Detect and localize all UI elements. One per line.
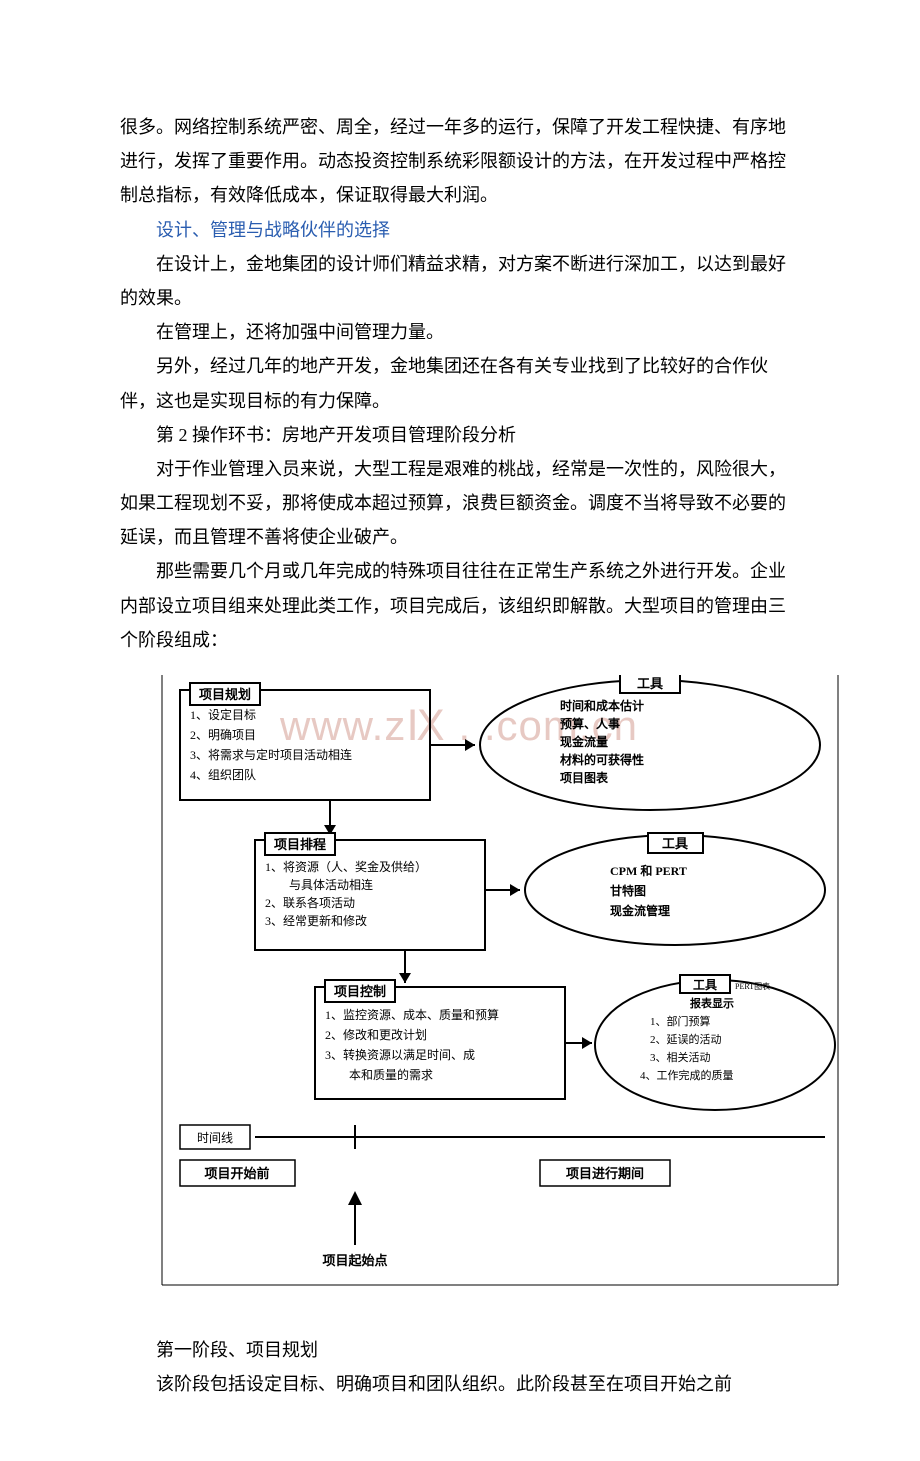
para-4: 另外，经过几年的地产开发，金地集团还在各有关专业找到了比较好的合作伙伴，这也是实… [120, 349, 800, 417]
svg-text:3、将需求与定时项目活动相连: 3、将需求与定时项目活动相连 [190, 747, 352, 762]
svg-text:4、工作完成的质量: 4、工作完成的质量 [640, 1068, 734, 1082]
para-8: 第一阶段、项目规划 [120, 1333, 800, 1367]
para-7: 那些需要几个月或几年完成的特殊项目往往在正常生产系统之外进行开发。企业内部设立项… [120, 554, 800, 657]
svg-text:2、联系各项活动: 2、联系各项活动 [265, 895, 355, 910]
svg-text:3、转换资源以满足时间、成: 3、转换资源以满足时间、成 [325, 1047, 475, 1062]
svg-text:现金流管理: 现金流管理 [610, 903, 670, 918]
svg-text:工具: 工具 [637, 676, 663, 691]
svg-text:3、经常更新和修改: 3、经常更新和修改 [265, 913, 367, 928]
svg-text:项目开始前: 项目开始前 [204, 1166, 269, 1181]
svg-text:2、延误的活动: 2、延误的活动 [650, 1032, 722, 1046]
para-3: 在管理上，还将加强中间管理力量。 [120, 315, 800, 349]
svg-text:CPM 和 PERT: CPM 和 PERT [610, 863, 687, 878]
svg-text:2、明确项目: 2、明确项目 [190, 728, 256, 742]
svg-text:时间线: 时间线 [197, 1131, 233, 1145]
svg-text:时间和成本估计: 时间和成本估计 [560, 698, 644, 713]
svg-text:4、组织团队: 4、组织团队 [190, 767, 256, 782]
svg-text:1、设定目标: 1、设定目标 [190, 707, 256, 722]
svg-text:3、相关活动: 3、相关活动 [650, 1050, 711, 1064]
svg-text:报表显示: 报表显示 [690, 996, 734, 1010]
heading-design-mgmt: 设计、管理与战略伙伴的选择 [120, 213, 800, 247]
svg-text:项目规划: 项目规划 [199, 687, 251, 702]
project-stages-diagram: www.zⅨ . .com.cn 项目规划 1、设定目标 2、明确项目 3、将需… [160, 675, 840, 1315]
svg-text:项目起始点: 项目起始点 [322, 1253, 387, 1268]
svg-text:项目排程: 项目排程 [274, 837, 326, 852]
svg-text:本和质量的需求: 本和质量的需求 [325, 1067, 433, 1082]
svg-text:项目图表: 项目图表 [560, 770, 609, 785]
svg-text:2、修改和更改计划: 2、修改和更改计划 [325, 1027, 427, 1042]
svg-text:现金流量: 现金流量 [560, 734, 608, 749]
svg-text:1、部门预算: 1、部门预算 [650, 1014, 711, 1028]
svg-text:工具: 工具 [693, 978, 717, 992]
para-1: 很多。网络控制系统严密、周全，经过一年多的运行，保障了开发工程快捷、有序地进行，… [120, 110, 800, 213]
para-2: 在设计上，金地集团的设计师们精益求精，对方案不断进行深加工，以达到最好的效果。 [120, 247, 800, 315]
box-project-scheduling: 项目排程 1、将资源（人、奖金及供给） 与具体活动相连 2、联系各项活动 3、经… [255, 833, 485, 950]
svg-text:与具体活动相连: 与具体活动相连 [265, 877, 373, 892]
svg-text:1、将资源（人、奖金及供给）: 1、将资源（人、奖金及供给） [265, 859, 427, 874]
svg-text:工具: 工具 [662, 836, 688, 851]
ellipse-tools-3: 工具 PERT图表 报表显示 1、部门预算 2、延误的活动 3、相关活动 4、工… [595, 975, 835, 1110]
svg-text:甘特图: 甘特图 [610, 883, 646, 898]
para-9: 该阶段包括设定目标、明确项目和团队组织。此阶段甚至在项目开始之前 [120, 1367, 800, 1401]
ellipse-tools-2: 工具 CPM 和 PERT 甘特图 现金流管理 [525, 833, 825, 945]
svg-text:PERT图表: PERT图表 [735, 981, 770, 991]
svg-text:项目进行期间: 项目进行期间 [566, 1166, 644, 1181]
svg-text:1、监控资源、成本、质量和预算: 1、监控资源、成本、质量和预算 [325, 1007, 499, 1022]
svg-text:材料的可获得性: 材料的可获得性 [559, 752, 644, 767]
para-5: 第 2 操作环书：房地产开发项目管理阶段分析 [120, 418, 800, 452]
svg-text:项目控制: 项目控制 [334, 984, 386, 999]
timeline: 时间线 项目开始前 项目进行期间 项目起始点 [180, 1125, 825, 1268]
box-project-control: 项目控制 1、监控资源、成本、质量和预算 2、修改和更改计划 3、转换资源以满足… [315, 980, 565, 1099]
svg-text:预算、人事: 预算、人事 [560, 716, 620, 731]
para-6: 对于作业管理入员来说，大型工程是艰难的桃战，经常是一次性的，风险很大，如果工程现… [120, 452, 800, 555]
